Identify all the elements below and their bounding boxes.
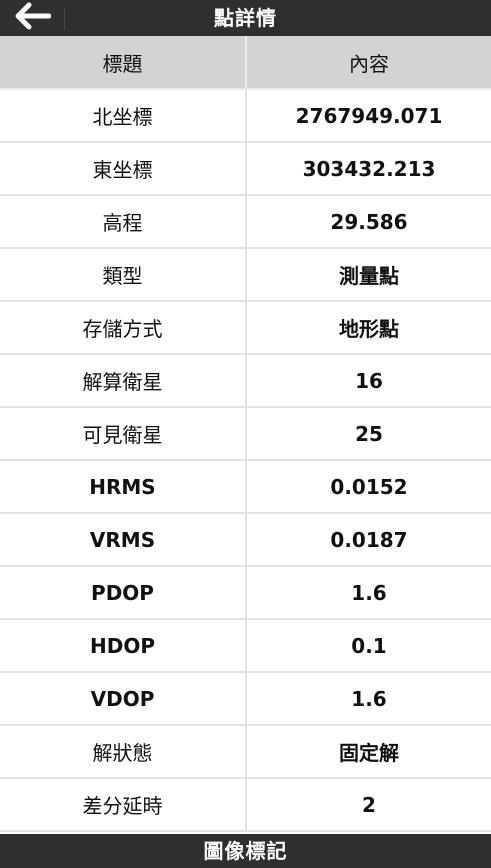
- page-title: 點詳情: [214, 6, 277, 30]
- row-label: 存儲方式: [0, 302, 247, 353]
- row-value: 1.6: [351, 686, 387, 711]
- table-row: PDOP 1.6: [0, 567, 491, 620]
- row-value: 0.0152: [330, 474, 408, 499]
- row-label: 解算衛星: [0, 355, 247, 406]
- row-value: 25: [355, 421, 383, 446]
- table-row: HDOP 0.1: [0, 620, 491, 673]
- row-label: 東坐標: [0, 143, 247, 194]
- row-label: VDOP: [0, 673, 247, 724]
- row-value: 地形點: [339, 317, 399, 341]
- arrow-left-icon: [13, 2, 52, 34]
- row-label: HRMS: [0, 461, 247, 512]
- row-value: 2: [362, 792, 376, 817]
- row-label: 類型: [0, 249, 247, 300]
- row-label: 高程: [0, 196, 247, 247]
- table-header-row: 標題 內容: [0, 36, 491, 90]
- row-value: 1.6: [351, 580, 387, 605]
- row-value: 303432.213: [302, 156, 436, 181]
- row-value: 0.0187: [330, 527, 408, 552]
- image-mark-button[interactable]: 圖像標記: [0, 834, 491, 868]
- row-label: PDOP: [0, 567, 247, 618]
- table-row: 東坐標 303432.213: [0, 143, 491, 196]
- row-label: 北坐標: [0, 90, 247, 141]
- column-header-content: 內容: [349, 51, 389, 76]
- table-row: 存儲方式 地形點: [0, 302, 491, 355]
- table-row: HRMS 0.0152: [0, 461, 491, 514]
- row-label: 差分延時: [0, 779, 247, 830]
- row-value: 2767949.071: [295, 103, 443, 128]
- table-row: 類型 測量點: [0, 249, 491, 302]
- row-value: 固定解: [339, 741, 399, 765]
- row-label: 解狀態: [0, 726, 247, 777]
- title-bar: 點詳情: [0, 0, 491, 36]
- row-value: 測量點: [339, 264, 399, 288]
- header-divider: [64, 8, 65, 30]
- table-row: VDOP 1.6: [0, 673, 491, 726]
- table-row: VRMS 0.0187: [0, 514, 491, 567]
- back-button[interactable]: [0, 0, 64, 36]
- table-row: 北坐標 2767949.071: [0, 90, 491, 143]
- row-label: HDOP: [0, 620, 247, 671]
- column-header-title: 標題: [0, 36, 247, 88]
- row-value: 16: [355, 368, 383, 393]
- point-detail-table: 標題 內容 北坐標 2767949.071 東坐標 303432.213 高程 29.58…: [0, 36, 491, 832]
- table-row: 解算衛星 16: [0, 355, 491, 408]
- row-value: 0.1: [351, 633, 387, 658]
- table-body: 北坐標 2767949.071 東坐標 303432.213 高程 29.586 類型 測量點…: [0, 90, 491, 832]
- row-label: 可見衛星: [0, 408, 247, 459]
- table-row: 高程 29.586: [0, 196, 491, 249]
- table-row: 差分延時 2: [0, 779, 491, 832]
- row-value: 29.586: [330, 209, 408, 234]
- row-label: VRMS: [0, 514, 247, 565]
- table-row: 可見衛星 25: [0, 408, 491, 461]
- table-row: 解狀態 固定解: [0, 726, 491, 779]
